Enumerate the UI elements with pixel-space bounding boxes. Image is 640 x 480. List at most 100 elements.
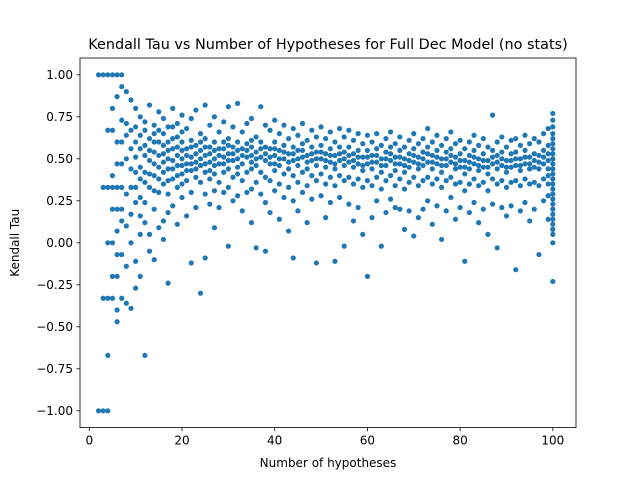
data-point — [438, 184, 445, 190]
data-point — [420, 178, 426, 184]
data-point — [462, 146, 468, 152]
data-point — [290, 157, 296, 164]
data-point — [119, 117, 125, 123]
data-point — [262, 122, 269, 128]
data-point — [137, 176, 143, 182]
data-point — [508, 137, 514, 143]
data-point — [170, 136, 176, 142]
data-point — [304, 183, 310, 189]
data-point — [517, 142, 523, 148]
data-point — [550, 161, 556, 167]
data-point — [197, 156, 204, 162]
data-point — [536, 251, 542, 258]
data-point — [170, 203, 176, 209]
data-point — [151, 161, 157, 167]
data-point — [156, 109, 162, 115]
data-point — [221, 154, 227, 160]
data-point — [522, 132, 528, 138]
data-point — [188, 167, 194, 174]
data-point — [137, 164, 143, 170]
data-point — [151, 206, 157, 212]
data-point — [248, 159, 255, 165]
data-point — [221, 119, 227, 125]
data-point — [434, 203, 440, 209]
data-point — [299, 189, 306, 195]
data-point — [295, 162, 301, 169]
data-point — [406, 151, 412, 157]
data-point — [360, 162, 366, 169]
data-point — [318, 171, 324, 177]
data-point — [123, 120, 129, 127]
data-point — [114, 161, 120, 167]
data-point — [114, 72, 120, 78]
data-point — [211, 171, 218, 177]
data-point — [248, 152, 255, 159]
data-point — [378, 156, 384, 162]
data-point — [513, 267, 519, 273]
data-point — [452, 161, 459, 167]
data-point — [550, 226, 556, 232]
data-point — [323, 157, 329, 164]
data-point — [420, 156, 426, 162]
data-point — [452, 181, 459, 187]
data-point — [248, 186, 255, 192]
data-point — [151, 173, 157, 179]
data-point — [443, 156, 449, 162]
data-point — [323, 151, 329, 157]
data-point — [309, 144, 315, 150]
data-point — [550, 196, 556, 202]
data-point — [197, 290, 204, 296]
data-point — [128, 305, 134, 311]
data-point — [114, 273, 120, 279]
data-point — [522, 199, 528, 206]
y-axis-label: Kendall Tau — [8, 209, 22, 277]
data-point — [188, 115, 194, 122]
data-point — [95, 72, 102, 78]
data-point — [517, 208, 523, 214]
data-point — [281, 194, 287, 201]
data-point — [499, 156, 505, 162]
data-point — [295, 179, 301, 185]
data-point — [146, 136, 153, 142]
data-point — [119, 206, 125, 212]
data-point — [397, 154, 403, 160]
data-point — [295, 147, 301, 153]
data-point — [420, 162, 426, 169]
data-point — [170, 157, 176, 164]
data-point — [550, 166, 556, 172]
data-point — [137, 273, 143, 279]
data-point — [184, 152, 190, 159]
data-point — [160, 218, 167, 224]
data-point — [225, 136, 231, 142]
data-point — [109, 240, 116, 246]
data-point — [281, 171, 287, 177]
data-point — [248, 166, 255, 172]
data-point — [415, 161, 421, 167]
data-point — [480, 151, 486, 157]
data-point — [327, 199, 333, 206]
data-point — [151, 122, 157, 128]
data-point — [527, 218, 533, 224]
data-point — [193, 204, 199, 211]
data-point — [425, 159, 431, 165]
y-tick-label: 0.00 — [46, 236, 73, 250]
data-point — [485, 231, 491, 237]
data-point — [503, 213, 510, 219]
data-point — [179, 147, 185, 153]
data-point — [401, 169, 408, 175]
data-point — [383, 209, 389, 216]
data-point — [457, 157, 463, 164]
data-point — [550, 221, 556, 227]
data-point — [425, 144, 431, 150]
data-point — [216, 152, 222, 159]
data-point — [170, 105, 176, 111]
data-point — [503, 164, 510, 170]
data-point — [323, 164, 329, 170]
data-point — [156, 127, 162, 133]
data-point — [119, 139, 125, 145]
data-point — [313, 134, 320, 140]
data-point — [383, 149, 389, 155]
data-point — [160, 159, 167, 165]
data-point — [350, 218, 357, 224]
data-point — [332, 166, 338, 172]
